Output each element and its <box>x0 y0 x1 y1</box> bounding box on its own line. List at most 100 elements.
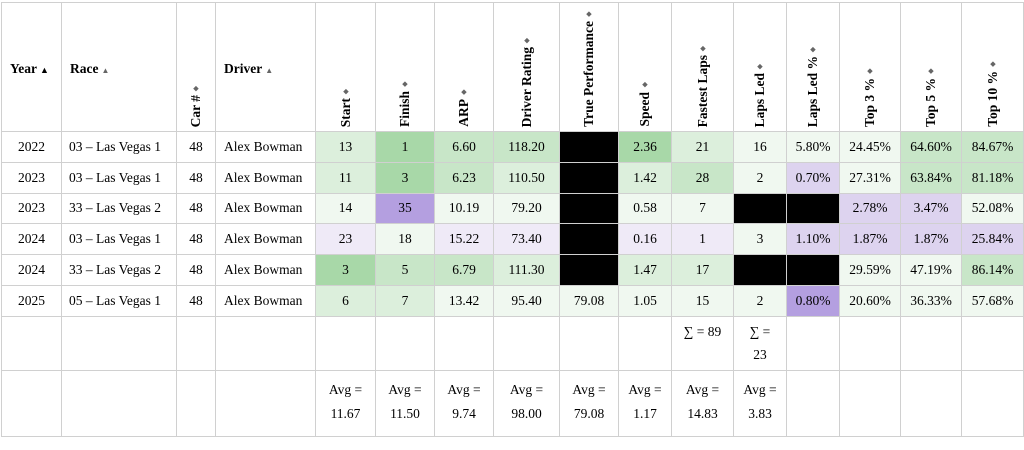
total-laps-led: ∑ = 23 <box>733 315 787 371</box>
sort-toggle-icon[interactable]: ⬥ <box>755 61 764 70</box>
cell-driver-rating: 73.40 <box>493 223 560 256</box>
header-race-label: Race <box>70 61 99 76</box>
avg-true-performance: Avg = 79.08 <box>559 369 619 437</box>
cell-arp: 15.22 <box>434 223 494 256</box>
cell-laps-led-pct <box>786 192 840 225</box>
sort-ascending-icon[interactable]: ▲ <box>265 66 274 75</box>
totals-row: ∑ = 89 ∑ = 23 <box>1 315 1024 371</box>
cell-top-3-pct: 1.87% <box>839 223 901 256</box>
table-row: 2024 03 – Las Vegas 1 48 Alex Bowman 23 … <box>1 223 1024 256</box>
cell-year: 2024 <box>1 223 62 256</box>
header-speed-label: Speed <box>637 92 652 127</box>
header-laps-led-pct[interactable]: Laps Led % ⬥ <box>786 2 840 132</box>
cell-year: 2024 <box>1 254 62 286</box>
table-row: 2023 33 – Las Vegas 2 48 Alex Bowman 14 … <box>1 192 1024 225</box>
cell-arp: 6.79 <box>434 254 494 286</box>
cell-top-3-pct: 2.78% <box>839 192 901 225</box>
header-year[interactable]: Year ▲ <box>1 2 62 132</box>
cell-top-5-pct: 47.19% <box>900 254 962 286</box>
cell-car: 48 <box>176 192 216 225</box>
cell-race: 03 – Las Vegas 1 <box>61 223 177 256</box>
avg-label: Avg = <box>628 381 662 397</box>
cell-laps-led: 3 <box>733 223 787 256</box>
sort-toggle-icon[interactable]: ⬥ <box>340 86 350 95</box>
cell-arp: 10.19 <box>434 192 494 225</box>
cell-laps-led-pct <box>786 254 840 286</box>
table-row: 2025 05 – Las Vegas 1 48 Alex Bowman 6 7… <box>1 284 1024 317</box>
cell-driver: Alex Bowman <box>215 131 316 163</box>
header-car-number[interactable]: Car # ⬥ <box>176 2 216 132</box>
cell-race: 03 – Las Vegas 1 <box>61 131 177 163</box>
cell-car: 48 <box>176 131 216 163</box>
sort-toggle-icon[interactable]: ⬥ <box>191 83 200 92</box>
sort-toggle-icon[interactable]: ⬥ <box>459 88 468 97</box>
cell-true-performance: 79.08 <box>559 284 619 317</box>
header-driver-rating-label: Driver Rating <box>518 46 534 127</box>
cell-finish: 3 <box>375 161 435 194</box>
header-speed[interactable]: Speed ⬥ <box>618 2 672 132</box>
cell-laps-led: 16 <box>733 131 787 163</box>
header-start[interactable]: Start ⬥ <box>315 2 376 132</box>
avg-label: Avg = <box>509 381 544 397</box>
header-arp-label: ARP <box>456 99 471 127</box>
cell-finish: 7 <box>375 284 435 317</box>
cell-driver-rating: 110.50 <box>493 161 560 194</box>
cell-finish: 1 <box>375 131 435 163</box>
avg-label: Avg = <box>388 381 422 397</box>
stats-table: Year ▲ Race ▲ Car #⬥ Driver ▲ Start⬥ Finish… <box>1 2 1024 437</box>
cell-arp: 13.42 <box>434 284 494 317</box>
avg-label: Avg = <box>328 381 363 397</box>
sort-toggle-icon[interactable]: ⬥ <box>521 35 531 44</box>
header-top-10-pct[interactable]: Top 10 % ⬥ <box>961 2 1024 132</box>
header-driver[interactable]: Driver ▲ <box>215 2 316 132</box>
avg-driver-rating: Avg = 98.00 <box>493 369 560 437</box>
cell-laps-led: 2 <box>733 284 787 317</box>
header-driver-rating[interactable]: Driver Rating ⬥ <box>493 2 560 132</box>
cell-race: 03 – Las Vegas 1 <box>61 161 177 194</box>
cell-true-performance <box>559 161 619 194</box>
header-true-performance-label: True Performance <box>581 21 596 127</box>
sort-toggle-icon[interactable]: ⬥ <box>584 10 593 19</box>
sort-ascending-icon[interactable]: ▲ <box>101 66 110 75</box>
header-finish-label: Finish <box>397 90 412 127</box>
cell-fastest-laps: 17 <box>671 254 734 286</box>
header-finish[interactable]: Finish ⬥ <box>375 2 435 132</box>
sort-toggle-icon[interactable]: ⬥ <box>697 43 707 52</box>
sort-toggle-icon[interactable]: ⬥ <box>808 44 817 53</box>
cell-speed: 1.47 <box>618 254 672 286</box>
header-top-5-pct[interactable]: Top 5 % ⬥ <box>900 2 962 132</box>
header-race[interactable]: Race ▲ <box>61 2 177 132</box>
cell-start: 6 <box>315 284 376 317</box>
header-year-label: Year <box>10 61 37 76</box>
total-laps-led-value: 23 <box>753 346 767 362</box>
avg-label: Avg = <box>572 381 606 397</box>
cell-laps-led <box>733 254 787 286</box>
cell-laps-led-pct: 1.10% <box>786 223 840 256</box>
header-row: Year ▲ Race ▲ Car #⬥ Driver ▲ Start⬥ Finish… <box>1 2 1024 132</box>
sort-toggle-icon[interactable]: ⬥ <box>987 60 997 69</box>
header-fastest-laps[interactable]: Fastest Laps ⬥ <box>671 2 734 132</box>
cell-true-performance <box>559 131 619 163</box>
sort-toggle-icon[interactable]: ⬥ <box>926 66 935 75</box>
cell-arp: 6.60 <box>434 131 494 163</box>
cell-year: 2025 <box>1 284 62 317</box>
sort-toggle-icon[interactable]: ⬥ <box>640 81 649 90</box>
header-top-3-pct[interactable]: Top 3 % ⬥ <box>839 2 901 132</box>
sort-toggle-icon[interactable]: ⬥ <box>400 79 409 88</box>
header-car-number-label: Car # <box>188 94 203 127</box>
cell-fastest-laps: 1 <box>671 223 734 256</box>
header-laps-led[interactable]: Laps Led ⬥ <box>733 2 787 132</box>
sort-ascending-icon[interactable]: ▲ <box>40 65 49 75</box>
cell-driver: Alex Bowman <box>215 254 316 286</box>
header-true-performance[interactable]: True Performance ⬥ <box>559 2 619 132</box>
cell-laps-led: 2 <box>733 161 787 194</box>
avg-label: Avg = <box>743 381 777 397</box>
sort-toggle-icon[interactable]: ⬥ <box>865 66 874 75</box>
cell-start: 13 <box>315 131 376 163</box>
cell-speed: 0.58 <box>618 192 672 225</box>
cell-laps-led-pct: 0.80% <box>786 284 840 317</box>
cell-top-3-pct: 24.45% <box>839 131 901 163</box>
header-arp[interactable]: ARP ⬥ <box>434 2 494 132</box>
cell-laps-led-pct: 0.70% <box>786 161 840 194</box>
cell-driver: Alex Bowman <box>215 161 316 194</box>
